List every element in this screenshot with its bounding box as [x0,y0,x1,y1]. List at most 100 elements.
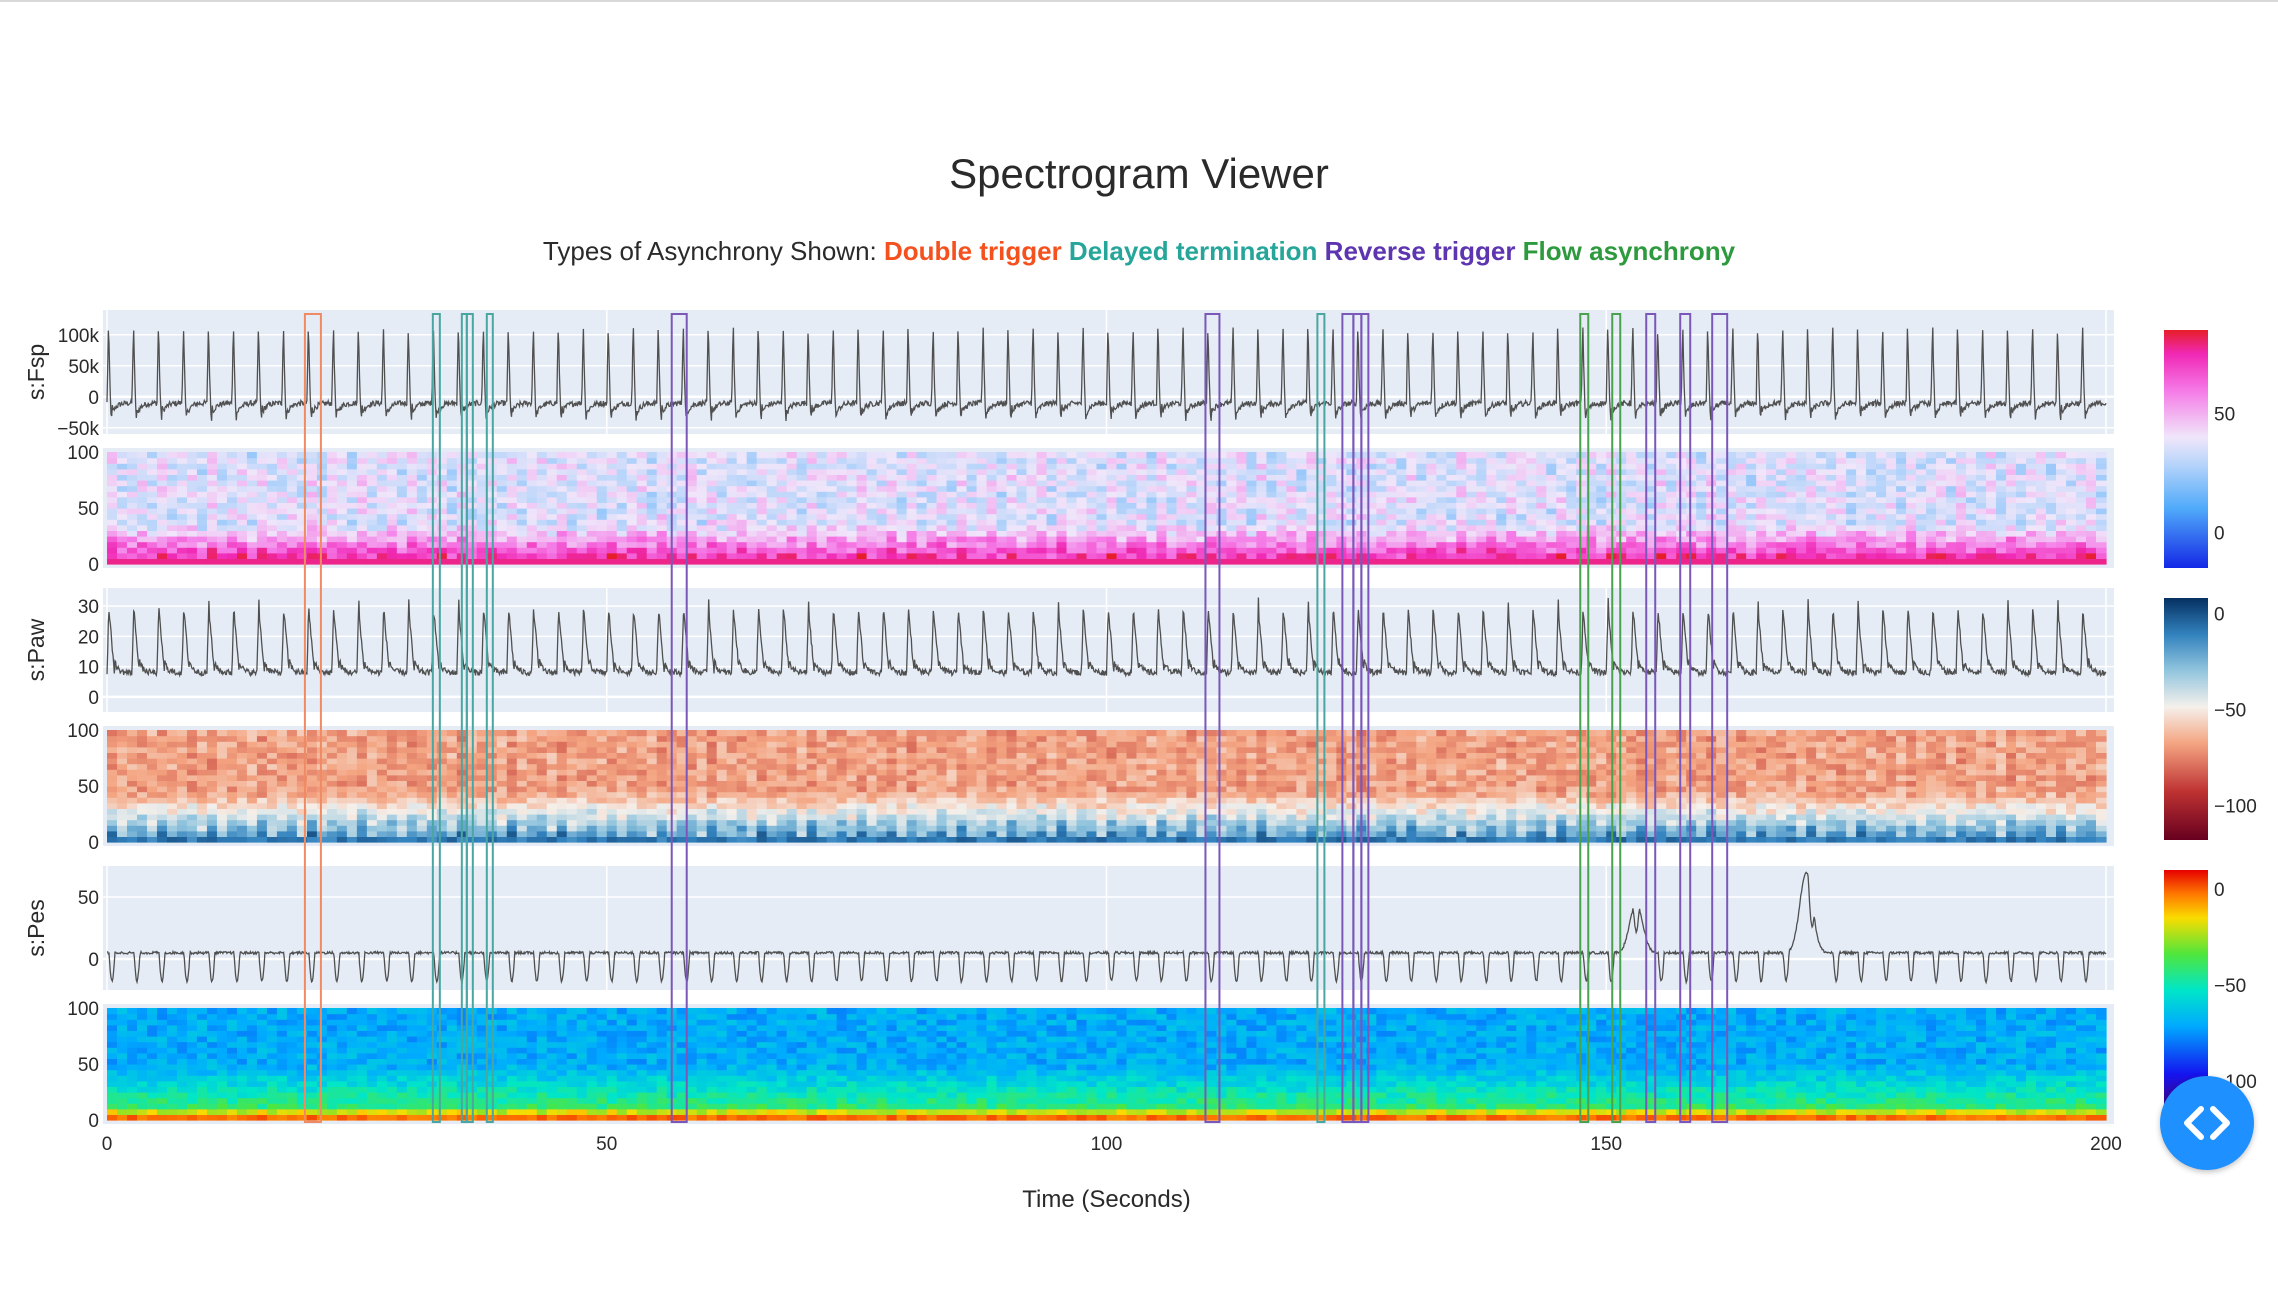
heatmap-cell [716,485,728,492]
heatmap-cell [186,802,198,809]
heatmap-cell [846,547,858,554]
heatmap-cell [1556,496,1567,503]
heatmap-cell [2056,558,2067,565]
heatmap-cell [236,836,248,843]
heatmap-cell [1416,463,1427,470]
heatmap-cell [236,452,248,459]
heatmap-cell [1906,552,1917,559]
heatmap-cell [886,480,898,487]
heatmap-cell [1656,530,1667,537]
heatmap-cell [166,536,178,543]
legend-double-trigger: Double trigger [884,236,1062,266]
heatmap-cell [296,769,308,776]
heatmap-cell [286,836,298,843]
heatmap-cell [316,480,328,487]
heatmap-cell [107,814,118,821]
heatmap-cell [266,808,278,815]
heatmap-cell [1856,558,1867,565]
heatmap-cell [906,463,918,470]
heatmap-cell [676,474,688,481]
heatmap-cell [1056,474,1068,481]
heatmap-cell [1796,524,1807,531]
heatmap-cell [226,491,238,498]
heatmap-cell [1806,491,1817,498]
heatmap-cell [1226,558,1238,565]
heatmap-cell [946,452,958,459]
heatmap-cell [906,536,918,543]
heatmap-cell [356,480,368,487]
heatmap-cell [686,513,698,520]
heatmap-cell [1166,541,1178,548]
heatmap-cell [496,480,508,487]
heatmap-cell [1566,474,1577,481]
heatmap-cell [1376,463,1387,470]
heatmap-cell [1136,508,1148,515]
heatmap-cell [1626,485,1637,492]
heatmap-cell [406,735,418,742]
heatmap-cell [1656,536,1667,543]
heatmap-cell [556,814,568,821]
heatmap-cell [1456,552,1467,559]
heatmap-cell [1456,519,1467,526]
heatmap-cell [1136,491,1148,498]
heatmap-cell [266,496,278,503]
heatmap-cell [226,508,238,515]
heatmap-cell [346,524,358,531]
heatmap-cell [476,830,488,837]
heatmap-cell [576,814,588,821]
heatmap-cell [1186,508,1198,515]
heatmap-cell [566,802,578,809]
heatmap-cell [816,558,828,565]
heatmap-cell [1856,513,1867,520]
heatmap-cell [446,830,458,837]
heatmap-cell [1376,513,1387,520]
heatmap-cell [916,541,928,548]
heatmap-cell [1416,547,1427,554]
heatmap-cell [196,808,208,815]
heatmap-cell [1886,530,1897,537]
heatmap-cell [576,558,588,565]
heatmap-cell [1936,480,1947,487]
heatmap-cell [306,524,318,531]
heatmap-cell [1826,491,1837,498]
heatmap-cell [586,530,598,537]
heatmap-cell [1226,457,1238,464]
heatmap-cell [946,519,958,526]
heatmap-cell [117,741,128,748]
heatmap-cell [446,530,458,537]
heatmap-cell [766,468,778,475]
heatmap-cell [286,491,298,498]
heatmap-cell [406,825,418,832]
heatmap-cell [1786,457,1797,464]
heatmap-cell [1456,530,1467,537]
heatmap-cell [476,524,488,531]
heatmap-cell [846,519,858,526]
heatmap-cell [1576,547,1587,554]
heatmap-cell [556,802,568,809]
heatmap-cell [1676,508,1687,515]
heatmap-cell [2076,452,2087,459]
heatmap-cell [1646,485,1657,492]
heatmap-cell [826,480,838,487]
heatmap-cell [446,758,458,765]
heatmap-cell [506,763,518,770]
heatmap-cell [146,808,158,815]
heatmap-cell [756,468,768,475]
heatmap-cell [117,814,128,821]
heatmap-cell [296,524,308,531]
heatmap-cell [686,547,698,554]
heatmap-cell [146,474,158,481]
heatmap-cell [916,474,928,481]
heatmap-cell [416,524,428,531]
heatmap-cell [696,552,708,559]
heatmap-cell [1126,530,1138,537]
heatmap-cell [756,463,768,470]
heatmap-cell [1176,468,1188,475]
heatmap-cell [186,558,198,565]
heatmap-cell [546,530,558,537]
heatmap-cell [1796,485,1807,492]
heatmap-cell [506,519,518,526]
heatmap-cell [326,769,338,776]
heatmap-cell [1986,536,1997,543]
heatmap-cell [2086,496,2097,503]
